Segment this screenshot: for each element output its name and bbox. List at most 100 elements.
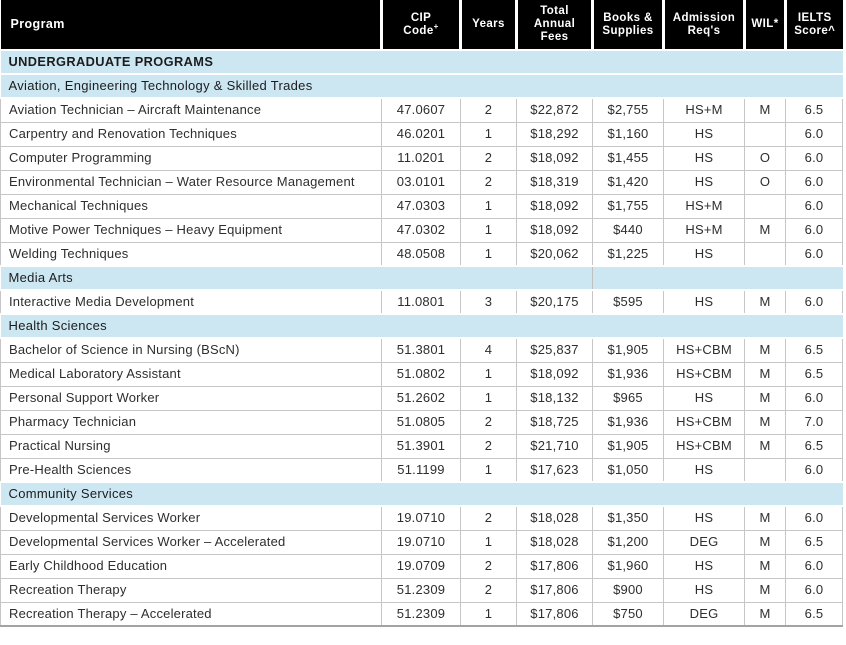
cell-years: 2 (460, 553, 517, 579)
cell-books-supplies: $1,936 (592, 409, 664, 435)
cell-program: Welding Techniques (0, 241, 382, 267)
cell-cip-code: 19.0710 (381, 505, 461, 531)
cell-books-supplies: $1,225 (592, 241, 664, 267)
group-header-row: UNDERGRADUATE PROGRAMS (0, 49, 843, 75)
cell-admission-reqs: HS+CBM (663, 337, 745, 363)
cell-total-annual-fees: $18,092 (516, 193, 593, 219)
cell-books-supplies: $1,420 (592, 169, 664, 195)
cell-total-annual-fees: $18,319 (516, 169, 593, 195)
program-row: Mechanical Techniques 47.0303 1 $18,092 $1,7… (0, 193, 843, 219)
cell-cip-code: 03.0101 (381, 169, 461, 195)
cell-wil: M (744, 385, 786, 411)
column-header-program: Program (0, 0, 383, 50)
program-row: Medical Laboratory Assistant 51.0802 1 $18,… (0, 361, 843, 387)
cell-ielts-score: 6.0 (785, 193, 843, 219)
cell-ielts-score: 6.0 (785, 553, 843, 579)
cell-total-annual-fees: $25,837 (516, 337, 593, 363)
program-row: Aviation Technician – Aircraft Maintenan… (0, 97, 843, 123)
cell-admission-reqs: HS+M (663, 217, 745, 243)
header-row: Program CIP Code+ Years Total Annual Fee… (0, 0, 843, 50)
cell-total-annual-fees: $18,292 (516, 121, 593, 147)
cell-ielts-score: 6.0 (785, 217, 843, 243)
column-header-ielts-score: IELTS Score^ (785, 0, 843, 50)
program-row: Pharmacy Technician 51.0805 2 $18,725 $1,936… (0, 409, 843, 435)
program-row: Pre-Health Sciences 51.1199 1 $17,623 $1,050… (0, 457, 843, 483)
column-header-wil: WIL* (744, 0, 787, 50)
cell-admission-reqs: HS (663, 385, 745, 411)
cell-years: 3 (460, 289, 517, 315)
cell-admission-reqs: HS (663, 169, 745, 195)
cell-program: Aviation Technician – Aircraft Maintenan… (0, 97, 382, 123)
column-header-label: Code (403, 24, 434, 37)
cell-wil: M (744, 409, 786, 435)
cell-program: Medical Laboratory Assistant (0, 361, 382, 387)
cell-years: 2 (460, 409, 517, 435)
program-row: Computer Programming 11.0201 2 $18,092 $1,45… (0, 145, 843, 171)
cell-books-supplies: $750 (592, 601, 664, 627)
cell-years: 1 (460, 193, 517, 219)
cell-books-supplies: $900 (592, 577, 664, 603)
column-header-label: Total (540, 5, 569, 17)
cell-years: 2 (460, 169, 517, 195)
cell-books-supplies: $1,936 (592, 361, 664, 387)
program-row: Developmental Services Worker – Accelera… (0, 529, 843, 555)
cell-total-annual-fees: $20,175 (516, 289, 593, 315)
cell-admission-reqs: HS (663, 145, 745, 171)
cell-books-supplies: $1,905 (592, 337, 664, 363)
cell-cip-code: 46.0201 (381, 121, 461, 147)
program-row: Personal Support Worker 51.2602 1 $18,132 $9… (0, 385, 843, 411)
cell-admission-reqs: HS (663, 505, 745, 531)
cell-wil: M (744, 337, 786, 363)
cell-years: 4 (460, 337, 517, 363)
cell-years: 1 (460, 385, 517, 411)
program-row: Interactive Media Development 11.0801 3 $20… (0, 289, 843, 315)
cell-books-supplies: $1,350 (592, 505, 664, 531)
program-row: Early Childhood Education 19.0709 2 $17,806… (0, 553, 843, 579)
cell-ielts-score: 6.0 (785, 121, 843, 147)
cell-total-annual-fees: $18,092 (516, 145, 593, 171)
cell-admission-reqs: HS (663, 553, 745, 579)
cell-books-supplies: $1,050 (592, 457, 664, 483)
cell-total-annual-fees: $17,806 (516, 577, 593, 603)
cell-cip-code: 11.0201 (381, 145, 461, 171)
cell-cip-code: 51.0805 (381, 409, 461, 435)
cell-total-annual-fees: $17,806 (516, 601, 593, 627)
cell-books-supplies: $1,755 (592, 193, 664, 219)
table-body: UNDERGRADUATE PROGRAMS Aviation, Engineer… (0, 49, 843, 627)
cell-wil: M (744, 529, 786, 555)
cell-ielts-score: 6.0 (785, 505, 843, 531)
cell-books-supplies: $1,455 (592, 145, 664, 171)
cell-wil: O (744, 145, 786, 171)
cell-books-supplies: $440 (592, 217, 664, 243)
cell-years: 1 (460, 361, 517, 387)
cell-wil: M (744, 601, 786, 627)
cell-admission-reqs: HS+M (663, 193, 745, 219)
cell-program: Computer Programming (0, 145, 382, 171)
section-label: Aviation, Engineering Technology & Skill… (0, 73, 843, 99)
column-header-label: IELTS (797, 11, 832, 24)
program-row: Developmental Services Worker 19.0710 2 $18… (0, 505, 843, 531)
program-row: Practical Nursing 51.3901 2 $21,710 $1,905 HS… (0, 433, 843, 459)
cell-ielts-score: 6.0 (785, 169, 843, 195)
cell-ielts-score: 6.5 (785, 433, 843, 459)
cell-admission-reqs: HS (663, 289, 745, 315)
cell-years: 1 (460, 241, 517, 267)
cell-cip-code: 51.1199 (381, 457, 461, 483)
cell-wil: M (744, 361, 786, 387)
section-header-row: Media Arts (0, 265, 843, 291)
column-header-total-annual-fees: Total Annual Fees (516, 0, 594, 50)
cell-ielts-score: 6.0 (785, 457, 843, 483)
cell-ielts-score: 6.5 (785, 97, 843, 123)
cell-program: Developmental Services Worker – Accelera… (0, 529, 382, 555)
program-row: Welding Techniques 48.0508 1 $20,062 $1,225 H… (0, 241, 843, 267)
cell-cip-code: 48.0508 (381, 241, 461, 267)
cell-program: Carpentry and Renovation Techniques (0, 121, 382, 147)
cell-ielts-score: 6.0 (785, 241, 843, 267)
cell-program: Pre-Health Sciences (0, 457, 382, 483)
cell-cip-code: 47.0303 (381, 193, 461, 219)
cell-books-supplies: $965 (592, 385, 664, 411)
cell-cip-code: 51.2602 (381, 385, 461, 411)
cell-program: Interactive Media Development (0, 289, 382, 315)
cell-admission-reqs: HS+M (663, 97, 745, 123)
